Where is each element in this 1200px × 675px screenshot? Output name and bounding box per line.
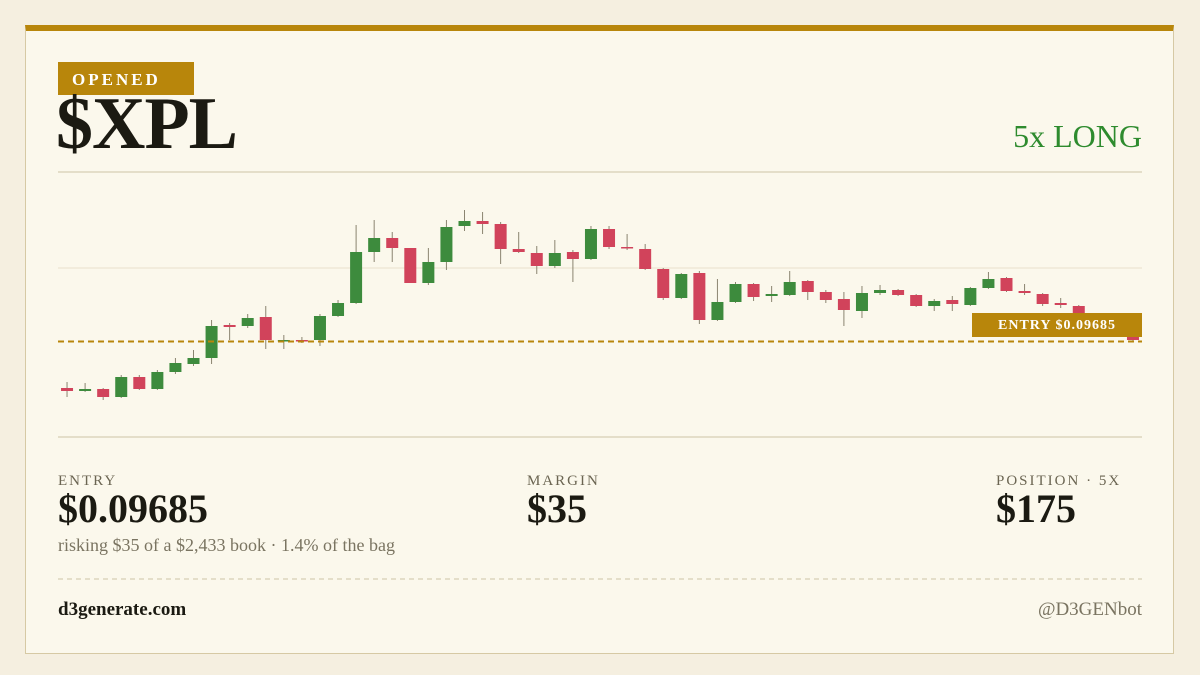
candle-body <box>476 221 489 224</box>
stat-label: ENTRY <box>58 473 118 489</box>
candle-body <box>223 325 236 327</box>
candle-body <box>530 253 543 266</box>
candle-body <box>928 301 941 306</box>
candle-body <box>458 221 471 226</box>
status-badge: OPENED <box>58 62 194 95</box>
candle-body <box>115 377 128 397</box>
candle-body <box>350 252 363 303</box>
candle-body <box>1054 303 1067 305</box>
candle-body <box>639 249 652 269</box>
candle-body <box>711 302 724 320</box>
candle-body <box>313 316 326 340</box>
candle-body <box>910 295 923 306</box>
candle-body <box>982 279 995 288</box>
candle-body <box>783 282 796 295</box>
candle-body <box>621 247 634 249</box>
candle-body <box>566 252 579 259</box>
candle-body <box>747 284 760 297</box>
candle-body <box>855 293 868 311</box>
candle-body <box>874 290 887 293</box>
candle-body <box>729 284 742 302</box>
candle-body <box>1072 306 1085 315</box>
ticker: $XPL <box>56 83 238 165</box>
candle-body <box>386 238 399 248</box>
candle-body <box>187 358 200 364</box>
candle-body <box>964 288 977 305</box>
candle-body <box>97 389 110 397</box>
candle-body <box>368 238 381 252</box>
candle-body <box>1000 278 1013 291</box>
candle-body <box>1018 291 1031 293</box>
candle-body <box>584 229 597 259</box>
candle-body <box>837 299 850 310</box>
entry-label: ENTRY $0.09685 <box>972 312 1142 337</box>
position-side: 5x LONG <box>1013 118 1142 154</box>
candle-body <box>241 318 254 326</box>
candle-body <box>61 388 74 391</box>
candle-body <box>494 224 507 249</box>
candle-body <box>675 274 688 298</box>
candle-body <box>79 389 92 391</box>
candle-body <box>512 249 525 252</box>
stat-label: MARGIN <box>527 473 600 489</box>
candle-body <box>169 363 182 372</box>
stat-value: $175 <box>996 486 1076 531</box>
candle-body <box>1036 294 1049 304</box>
candle-body <box>133 377 146 389</box>
stat-label: POSITION · 5X <box>996 473 1122 489</box>
risk-note: risking $35 of a $2,433 book · 1.4% of t… <box>58 535 395 555</box>
candle-body <box>946 300 959 304</box>
candle-body <box>332 303 345 316</box>
candle-body <box>404 248 417 283</box>
candle-body <box>259 317 272 340</box>
candle-body <box>151 372 164 389</box>
candle-body <box>693 273 706 320</box>
candle-body <box>819 292 832 300</box>
candle-body <box>548 253 561 266</box>
candle-body <box>440 227 453 262</box>
candle-body <box>657 269 670 298</box>
stat-value: $35 <box>527 486 587 531</box>
candle-body <box>892 290 905 295</box>
candle-body <box>765 294 778 296</box>
candle-body <box>422 262 435 283</box>
site: d3generate.com <box>58 599 187 620</box>
stat-value: $0.09685 <box>58 486 208 531</box>
candle-body <box>603 229 616 247</box>
handle: @D3GENbot <box>1037 599 1142 620</box>
candle-body <box>801 281 814 292</box>
